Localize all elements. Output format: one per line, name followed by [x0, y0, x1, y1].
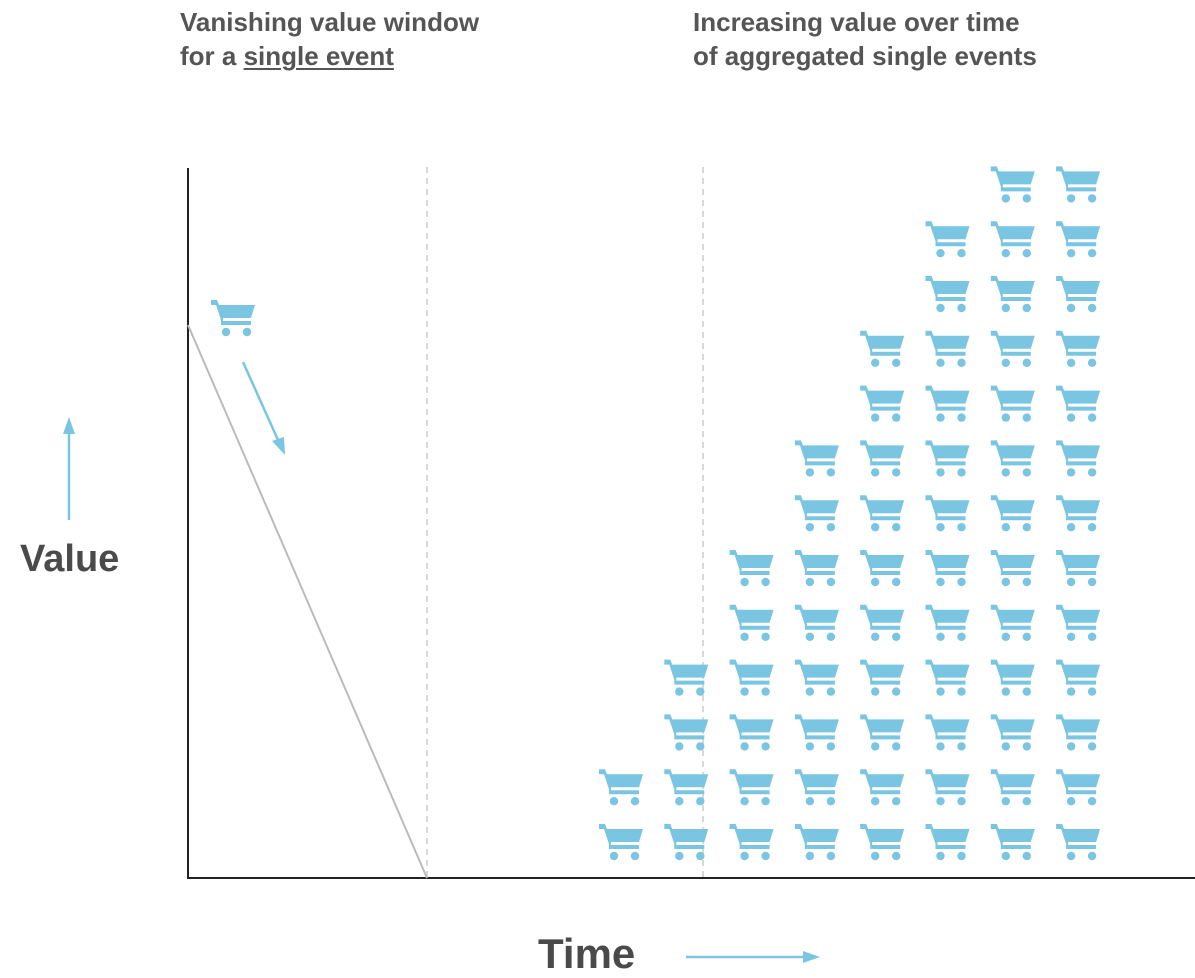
heading-vanishing-line2: for a single event — [180, 39, 479, 73]
stacked-cart-icon — [1056, 440, 1101, 477]
heading-vanishing-line1: Vanishing value window — [180, 7, 480, 37]
stacked-cart-icon — [990, 166, 1035, 203]
stacked-cart-icon — [860, 330, 905, 367]
stacked-cart-icon — [794, 440, 839, 477]
stacked-cart-icon — [860, 550, 905, 587]
vanishing-value-line — [187, 324, 428, 879]
stacked-cart-icon — [990, 769, 1035, 806]
stacked-cart-icon — [1056, 824, 1101, 861]
stacked-cart-icon — [1056, 221, 1101, 258]
stacked-cart-icon — [925, 769, 970, 806]
stacked-cart-icon — [925, 385, 970, 422]
stacked-cart-icon — [925, 440, 970, 477]
stacked-cart-icon — [990, 330, 1035, 367]
stacked-cart-icon — [794, 769, 839, 806]
stacked-cart-icon — [664, 769, 709, 806]
stacked-cart-icon — [1056, 166, 1101, 203]
stacked-cart-icon — [599, 824, 643, 861]
stacked-cart-icon — [990, 221, 1035, 258]
stacked-cart-icon — [794, 659, 839, 696]
stacked-cart-icon — [729, 550, 774, 587]
stacked-cart-icon — [860, 440, 905, 477]
stacked-cart-icon — [1056, 714, 1101, 751]
stacked-cart-icon — [860, 714, 905, 751]
stacked-cart-icon — [794, 604, 839, 641]
stacked-cart-icon — [729, 769, 774, 806]
stacked-cart-icon — [925, 550, 970, 587]
stacked-cart-icon — [1056, 659, 1101, 696]
stacked-cart-icon — [990, 824, 1035, 861]
value-up-arrow-icon — [63, 417, 75, 520]
stacked-cart-icon — [990, 659, 1035, 696]
stacked-cart-icon — [990, 276, 1035, 313]
stacked-cart-icon — [664, 714, 709, 751]
stacked-cart-icon — [860, 385, 905, 422]
stacked-cart-icon — [729, 604, 774, 641]
stacked-cart-icon — [729, 714, 774, 751]
heading-increasing-line2: of aggregated single events — [693, 41, 1037, 71]
heading-single-event-emphasis: single event — [243, 41, 394, 71]
stacked-cart-icon — [1056, 330, 1101, 367]
stacked-cart-icon — [729, 824, 774, 861]
stacked-cart-icon — [925, 495, 970, 532]
stacked-cart-icon — [925, 824, 970, 861]
y-axis-label: Value — [20, 538, 120, 580]
heading-increasing-line1: Increasing value over time — [693, 7, 1020, 37]
stacked-cart-icon — [729, 659, 774, 696]
stacked-cart-icon — [1056, 276, 1101, 313]
stacked-cart-icon — [925, 714, 970, 751]
stacked-cart-icon — [1056, 495, 1101, 532]
stacked-cart-icon — [990, 385, 1035, 422]
stacked-cart-icon — [860, 604, 905, 641]
stacked-cart-icon — [664, 659, 709, 696]
x-axis-label: Time — [538, 930, 636, 977]
stacked-cart-icon — [860, 824, 905, 861]
time-right-arrow-icon — [686, 951, 820, 963]
stacked-cart-icon — [1056, 769, 1101, 806]
stacked-cart-icon — [794, 714, 839, 751]
stacked-cart-icon — [794, 824, 839, 861]
stacked-cart-icon — [794, 550, 839, 587]
stacked-cart-icon — [925, 659, 970, 696]
stacked-cart-icon — [990, 440, 1035, 477]
stacked-cart-icon — [990, 604, 1035, 641]
heading-increasing-value: Increasing value over time of aggregated… — [693, 5, 1037, 73]
heading-vanishing-prefix: for a — [180, 41, 244, 71]
stacked-cart-icon — [1056, 550, 1101, 587]
stacked-cart-icon — [1056, 604, 1101, 641]
stacked-cart-icon — [925, 221, 970, 258]
stacked-cart-icon — [664, 824, 709, 861]
stacked-cart-icon — [1056, 385, 1101, 422]
stacked-cart-icon — [990, 495, 1035, 532]
stacked-cart-icon — [599, 769, 643, 806]
single-event-cart-icon — [211, 300, 255, 337]
aggregated-events-stack — [599, 166, 1101, 861]
stacked-cart-icon — [925, 276, 970, 313]
heading-vanishing-value: Vanishing value window for a single even… — [180, 5, 479, 73]
stacked-cart-icon — [925, 330, 970, 367]
stacked-cart-icon — [860, 495, 905, 532]
stacked-cart-icon — [860, 769, 905, 806]
stacked-cart-icon — [925, 604, 970, 641]
decline-arrow-icon — [241, 361, 285, 455]
stacked-cart-icon — [794, 495, 839, 532]
stacked-cart-icon — [990, 714, 1035, 751]
stacked-cart-icon — [860, 659, 905, 696]
stacked-cart-icon — [990, 550, 1035, 587]
